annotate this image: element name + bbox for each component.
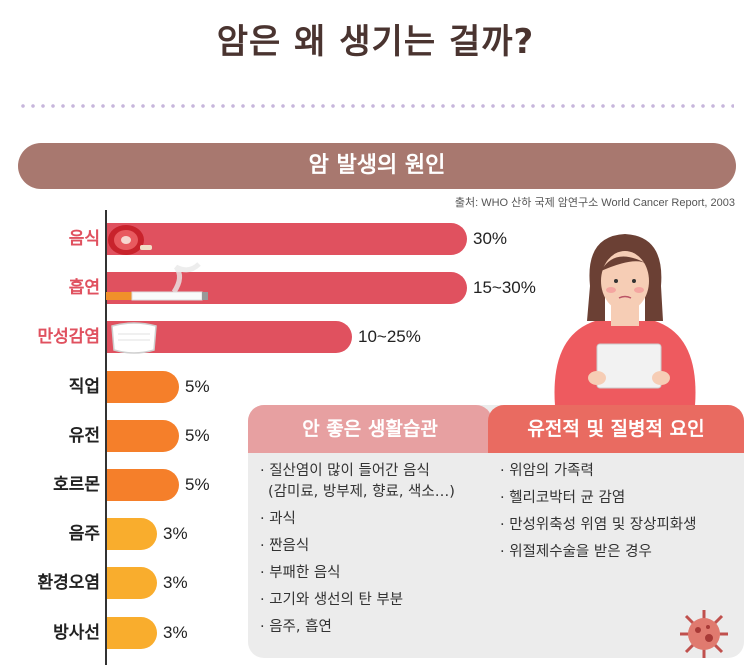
genetic-list: · 위암의 가족력 · 헬리코박터 균 감염 · 만성위축성 위염 및 장상피화생 ·… (500, 462, 740, 570)
chart-row: 방사선 3% (0, 615, 751, 651)
list-item: · 질산염이 많이 들어간 음식 (260, 463, 430, 479)
bar (107, 223, 467, 255)
chart-row: 호르몬 5% (0, 467, 751, 503)
category-label: 흡연 (68, 278, 100, 299)
cigarette-icon (106, 262, 208, 301)
genetic-panel-title: 유전적 및 질병적 요인 (488, 405, 744, 453)
chart-row: 유전 5% (0, 418, 751, 454)
page-title: 암은 왜 생기는 걸까? (216, 22, 535, 62)
list-item: · 위절제수술을 받은 경우 (500, 544, 652, 560)
list-item: · 과식 (260, 511, 296, 527)
list-item: · 짠음식 (260, 538, 310, 554)
meat-icon (108, 225, 152, 255)
virus-icon (680, 610, 728, 658)
bar (107, 419, 179, 452)
source-note: 출처: WHO 산하 국제 암연구소 World Cancer Report, … (454, 197, 735, 209)
value-label: 15~30% (473, 278, 536, 298)
bar (107, 469, 179, 501)
category-label: 직업 (68, 376, 100, 397)
list-item: · 음주, 흡연 (260, 619, 332, 635)
bar (107, 567, 157, 600)
category-label: 유전 (68, 425, 100, 446)
lifestyle-panel-title: 안 좋은 생활습관 (248, 405, 492, 453)
dotted-divider (18, 104, 734, 108)
category-label: 만성감염 (37, 327, 100, 348)
list-item: · 위암의 가족력 (500, 463, 594, 479)
value-label: 3% (163, 622, 188, 642)
section-banner: 암 발생의 원인 (18, 143, 736, 189)
value-label: 5% (185, 376, 210, 396)
mask-icon (111, 322, 157, 354)
chart-row: 음주 3% (0, 516, 751, 552)
list-item: · 만성위축성 위염 및 장상피화생 (500, 517, 697, 533)
list-item: · 부패한 음식 (260, 565, 341, 581)
chart-row: 직업 5% (0, 369, 751, 405)
value-label: 3% (163, 573, 188, 593)
chart-row: 음식 30% (0, 221, 751, 257)
value-label: 10~25% (358, 327, 421, 347)
list-item: · 헬리코박터 균 감염 (500, 490, 626, 506)
chart-row: 환경오염 3% (0, 565, 751, 601)
woman-icon (554, 234, 696, 406)
value-label: 3% (163, 524, 188, 544)
category-label: 환경오염 (37, 573, 100, 594)
value-label: 5% (185, 425, 210, 445)
bar (107, 616, 157, 649)
value-label: 30% (473, 229, 508, 248)
bar (107, 518, 157, 551)
category-label: 음주 (68, 524, 100, 545)
lifestyle-list: · 질산염이 많이 들어간 음식 (감미료, 방부제, 향료, 색소…) · 과식 ·… (260, 462, 485, 645)
list-item: · 고기와 생선의 탄 부분 (260, 592, 404, 608)
chart-axis (105, 210, 107, 665)
bar (107, 370, 179, 403)
value-label: 5% (185, 475, 210, 494)
list-item: (감미료, 방부제, 향료, 색소…) (268, 484, 455, 500)
category-label: 호르몬 (53, 475, 100, 495)
category-label: 음식 (68, 229, 100, 249)
category-label: 방사선 (53, 622, 100, 643)
